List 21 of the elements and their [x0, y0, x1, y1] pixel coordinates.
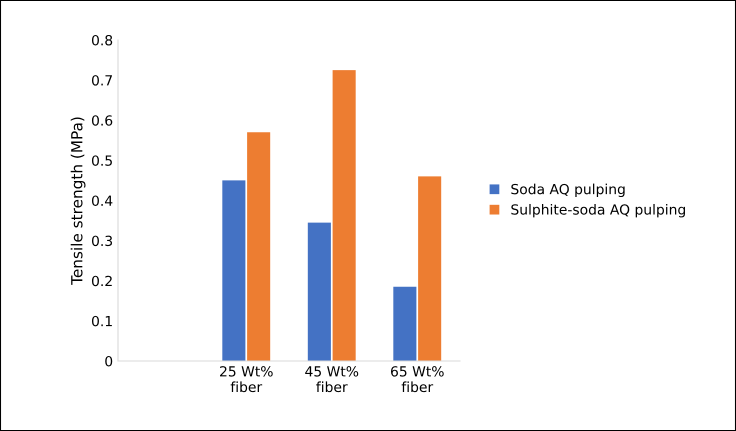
y-tick-label: 0.5 [92, 155, 112, 166]
x-tick-label: 45 Wt% fiber [305, 366, 358, 392]
bar [332, 70, 356, 361]
bar [247, 132, 270, 361]
bar [418, 176, 442, 361]
bar [222, 180, 246, 361]
bar [393, 286, 416, 361]
x-tick-label: 65 Wt% fiber [390, 366, 444, 392]
y-tick-label: 0 [105, 356, 112, 366]
y-tick-label: 0.7 [92, 75, 112, 86]
y-tick-label: 0.3 [92, 236, 112, 246]
y-axis-title: Tensile strength (MPa) [70, 117, 86, 285]
y-tick-label: 0.8 [92, 34, 112, 46]
y-tick-label: 0.4 [92, 195, 112, 206]
y-tick-label: 0.6 [92, 115, 112, 126]
bar [308, 222, 331, 361]
y-tick-label: 0.2 [92, 276, 112, 286]
y-tick-label: 0.1 [92, 316, 112, 326]
x-tick-label: 25 Wt% fiber [220, 366, 273, 392]
legend-label: Soda AQ pulping [511, 184, 625, 198]
legend-label: Sulphite-soda AQ pulping [511, 204, 685, 218]
